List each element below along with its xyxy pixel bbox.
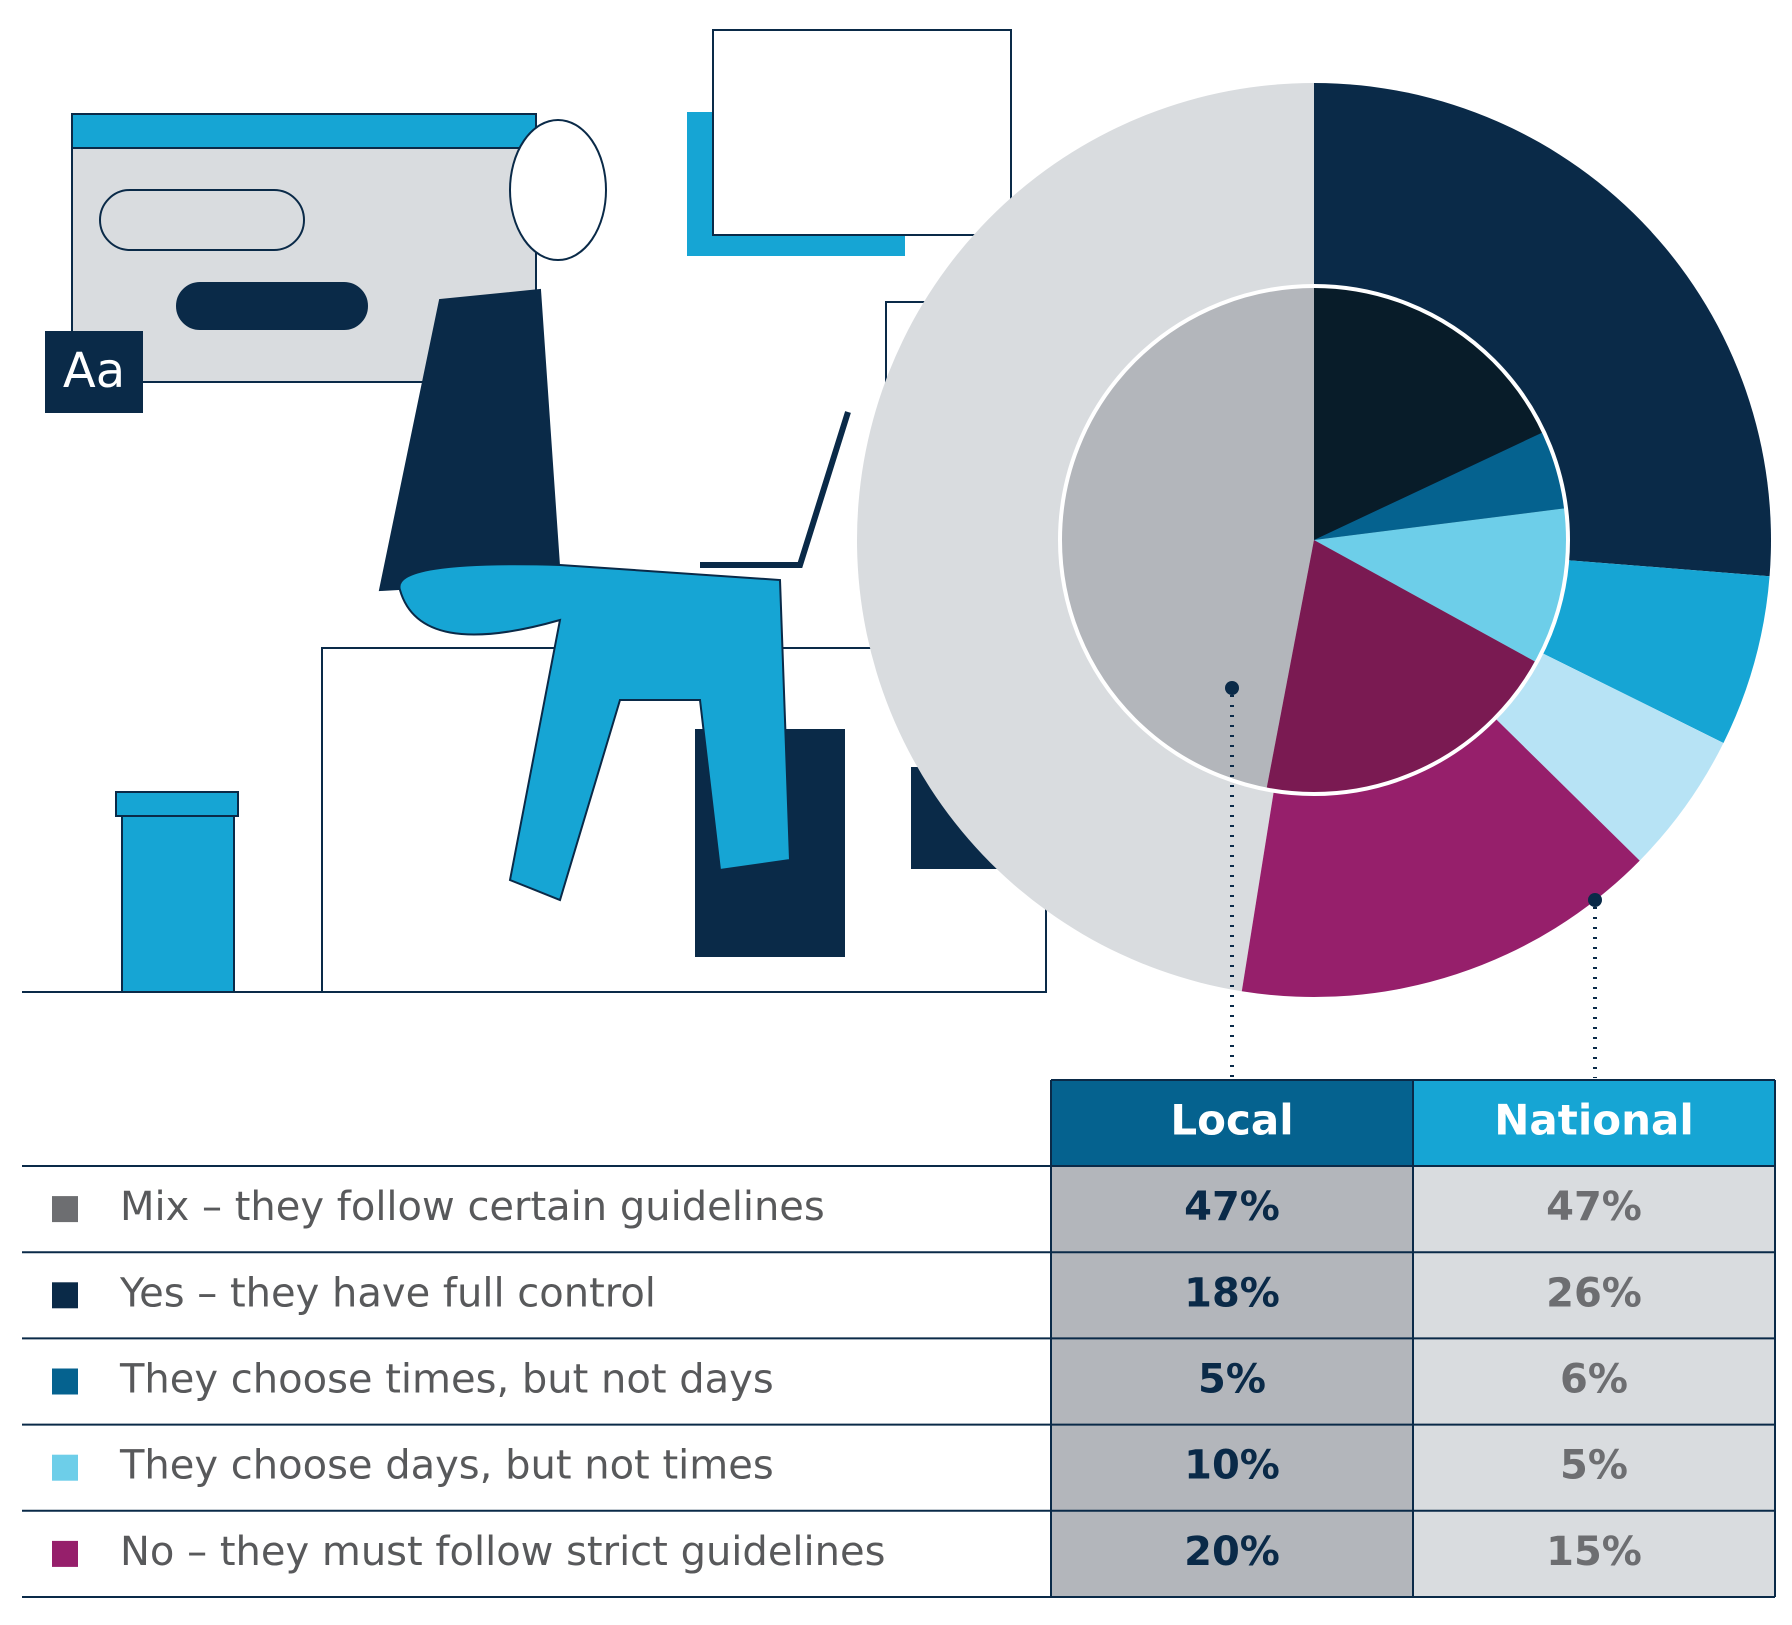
column-header: Local bbox=[1170, 1096, 1293, 1145]
column-header-bg bbox=[1413, 1080, 1775, 1166]
column-bg bbox=[1413, 1166, 1775, 1597]
row-label: Mix – they follow certain guidelines bbox=[120, 1184, 825, 1230]
pie-slice bbox=[1059, 286, 1314, 790]
row-label: Yes – they have full control bbox=[119, 1270, 656, 1316]
row-label: No – they must follow strict guidelines bbox=[120, 1529, 885, 1575]
cell-value: 6% bbox=[1560, 1357, 1628, 1403]
legend-swatch bbox=[52, 1196, 78, 1223]
cell-value: 20% bbox=[1184, 1529, 1280, 1575]
cell-value: 47% bbox=[1184, 1184, 1280, 1230]
pie-slice bbox=[1314, 431, 1566, 540]
row-label: They choose days, but not times bbox=[119, 1443, 774, 1489]
row-label: They choose times, but not days bbox=[119, 1357, 774, 1403]
legend-swatch bbox=[52, 1540, 78, 1567]
cell-value: 5% bbox=[1198, 1357, 1266, 1403]
column-header: National bbox=[1494, 1096, 1693, 1145]
cell-value: 10% bbox=[1184, 1443, 1280, 1489]
data-table: Local National Mix – they follow certain g… bbox=[22, 1079, 1776, 1598]
cell-value: 26% bbox=[1546, 1270, 1642, 1316]
inner-border bbox=[1058, 284, 1570, 796]
legend-swatch bbox=[52, 1454, 78, 1481]
pie-slice bbox=[1266, 540, 1537, 794]
cell-value: 15% bbox=[1546, 1529, 1642, 1575]
cell-value: 5% bbox=[1560, 1443, 1628, 1489]
pie-slice bbox=[1314, 508, 1569, 663]
pie-slice bbox=[1314, 286, 1544, 540]
cell-value: 18% bbox=[1184, 1270, 1280, 1316]
column-header-bg bbox=[1051, 1080, 1413, 1166]
svg-text:Aa: Aa bbox=[63, 343, 125, 399]
pie-chart bbox=[857, 83, 1771, 998]
column-bg bbox=[1051, 1166, 1413, 1597]
legend-swatch bbox=[52, 1282, 78, 1309]
cell-value: 47% bbox=[1546, 1184, 1642, 1230]
legend-swatch bbox=[52, 1368, 78, 1395]
leader-lines bbox=[1225, 681, 1602, 1078]
illustration: Aa bbox=[22, 29, 1047, 993]
